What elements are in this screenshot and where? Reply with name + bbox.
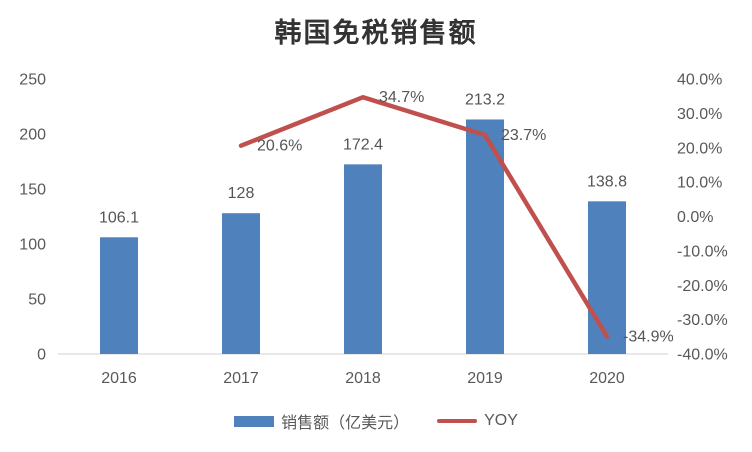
left-axis-tick: 50 xyxy=(28,292,46,309)
line-value-label: 23.7% xyxy=(501,127,546,144)
bar-value-label: 128 xyxy=(228,185,255,202)
right-axis-tick: 10.0% xyxy=(677,175,722,192)
right-axis-tick: 40.0% xyxy=(677,72,722,89)
right-axis-tick: 0.0% xyxy=(677,209,713,226)
left-axis-tick: 0 xyxy=(37,347,46,364)
left-axis-tick: 150 xyxy=(19,182,46,199)
right-axis-tick: -40.0% xyxy=(677,347,728,364)
x-axis-label-2017: 2017 xyxy=(223,370,259,387)
legend-label-yoy: YOY xyxy=(484,412,518,429)
left-axis-tick: 250 xyxy=(19,72,46,89)
legend: 销售额（亿美元） YOY xyxy=(0,407,752,435)
yoy-line xyxy=(238,94,610,339)
bar-value-label: 213.2 xyxy=(465,91,505,108)
line-series-swatch xyxy=(437,419,478,423)
right-axis-tick: -10.0% xyxy=(677,243,728,260)
line-value-label: 20.6% xyxy=(257,138,302,155)
bar-2017 xyxy=(222,213,260,354)
left-axis-tick: 200 xyxy=(19,127,46,144)
right-axis-tick: -20.0% xyxy=(677,278,728,295)
chart-title: 韩国免税销售额 xyxy=(274,18,478,49)
right-axis-tick: 20.0% xyxy=(677,140,722,157)
line-value-label: 34.7% xyxy=(379,89,424,106)
right-axis-tick: 30.0% xyxy=(677,106,722,123)
right-axis-tick: -30.0% xyxy=(677,312,728,329)
legend-item-yoy: YOY xyxy=(437,412,518,430)
x-axis-label-2016: 2016 xyxy=(101,370,137,387)
left-axis-tick: 100 xyxy=(19,237,46,254)
bar-2020 xyxy=(588,201,626,354)
legend-label-sales: 销售额（亿美元） xyxy=(281,415,410,432)
bar-2016 xyxy=(100,237,138,354)
x-axis-label-2018: 2018 xyxy=(345,370,381,387)
legend-item-sales: 销售额（亿美元） xyxy=(234,409,409,433)
line-value-label: -34.9% xyxy=(623,328,674,345)
bar-series-swatch xyxy=(234,415,275,427)
x-axis-label-2020: 2020 xyxy=(589,370,625,387)
bar-2018 xyxy=(344,164,382,354)
bar-value-label: 106.1 xyxy=(99,209,139,226)
x-axis-label-2019: 2019 xyxy=(467,370,503,387)
bar-value-label: 172.4 xyxy=(343,136,383,153)
bar-value-label: 138.8 xyxy=(587,173,627,190)
